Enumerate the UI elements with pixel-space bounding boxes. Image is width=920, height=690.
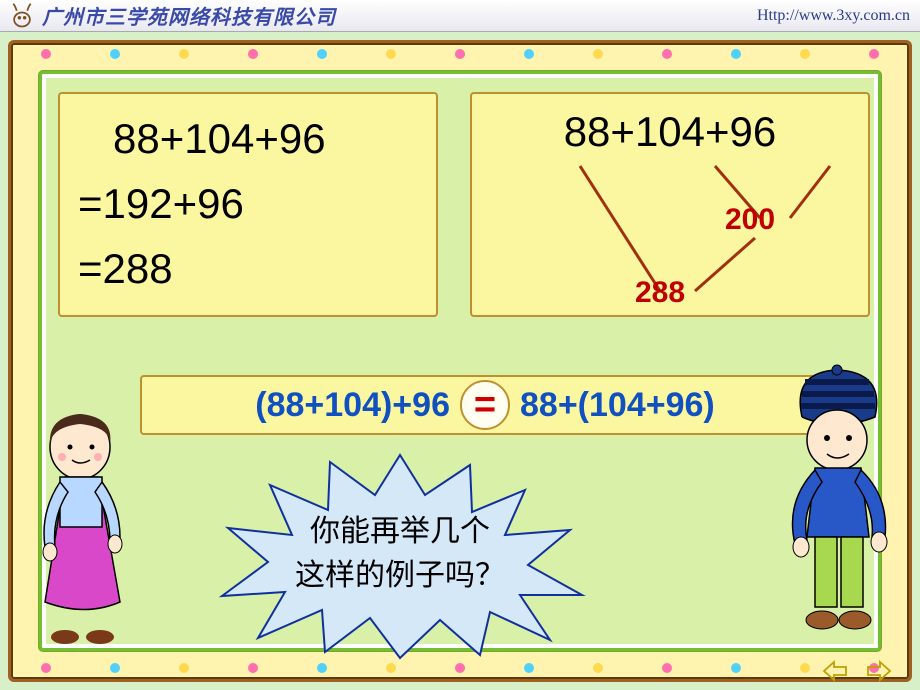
bead-icon	[248, 49, 258, 59]
next-arrow-icon[interactable]	[866, 660, 892, 682]
bead-icon	[41, 663, 51, 673]
calc-line-1: 88+104+96	[78, 106, 418, 171]
bead-icon	[524, 49, 534, 59]
bead-icon	[662, 49, 672, 59]
slide-nav	[822, 660, 892, 682]
bead-icon	[317, 663, 327, 673]
character-woman-icon	[20, 402, 150, 662]
character-boy-icon	[767, 362, 902, 662]
header-bar: 广州市三学苑网络科技有限公司 Http://www.3xy.com.cn	[0, 0, 920, 32]
equals-circle: =	[460, 380, 510, 430]
bead-icon	[593, 49, 603, 59]
decorative-beads-top	[11, 49, 909, 59]
branch-diagram	[490, 156, 890, 336]
equation-lhs: (88+104)+96	[255, 386, 450, 425]
intermediate-200: 200	[725, 203, 775, 237]
calc-line-3: =288	[78, 236, 418, 301]
burst-line-2: 这样的例子吗？	[295, 550, 505, 594]
bead-icon	[386, 49, 396, 59]
bead-icon	[41, 49, 51, 59]
equation-panel: (88+104)+96 = 88+(104+96)	[140, 375, 830, 435]
bead-icon	[179, 663, 189, 673]
equation-rhs: 88+(104+96)	[520, 386, 715, 425]
bead-icon	[455, 49, 465, 59]
bead-icon	[662, 663, 672, 673]
decorative-beads-bottom	[11, 663, 909, 673]
bead-icon	[524, 663, 534, 673]
bead-icon	[179, 49, 189, 59]
bead-icon	[386, 663, 396, 673]
starburst-callout: 你能再举几个 这样的例子吗？	[210, 440, 590, 660]
logo-icon	[8, 2, 36, 30]
expr-title: 88+104+96	[490, 108, 850, 156]
calc-box-left: 88+104+96 =192+96 =288	[58, 92, 438, 317]
bead-icon	[593, 663, 603, 673]
starburst-text: 你能再举几个 这样的例子吗？	[295, 506, 505, 594]
bead-icon	[317, 49, 327, 59]
site-url: Http://www.3xy.com.cn	[757, 7, 910, 25]
bead-icon	[731, 49, 741, 59]
bead-icon	[731, 663, 741, 673]
bead-icon	[455, 663, 465, 673]
result-288: 288	[635, 276, 685, 310]
calc-line-2: =192+96	[78, 171, 418, 236]
bead-icon	[800, 663, 810, 673]
bead-icon	[800, 49, 810, 59]
bead-icon	[248, 663, 258, 673]
prev-arrow-icon[interactable]	[822, 660, 848, 682]
bead-icon	[110, 49, 120, 59]
calc-box-right: 88+104+96 200 288	[470, 92, 870, 317]
burst-line-1: 你能再举几个	[295, 506, 505, 550]
bead-icon	[869, 49, 879, 59]
bead-icon	[110, 663, 120, 673]
company-name: 广州市三学苑网络科技有限公司	[42, 1, 336, 30]
